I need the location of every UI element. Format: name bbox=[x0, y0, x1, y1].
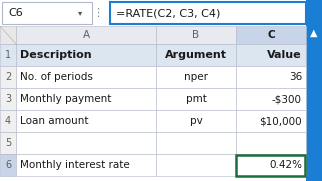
Text: pmt: pmt bbox=[185, 94, 206, 104]
Bar bbox=[156, 44, 236, 66]
Bar bbox=[236, 44, 306, 66]
Bar bbox=[0, 44, 16, 66]
Bar bbox=[306, 0, 322, 181]
Bar bbox=[156, 66, 236, 88]
Bar bbox=[156, 110, 236, 132]
Bar bbox=[110, 2, 306, 24]
Bar bbox=[0, 0, 322, 26]
Bar bbox=[16, 66, 156, 88]
Bar bbox=[0, 132, 16, 154]
Bar bbox=[0, 88, 16, 110]
Bar bbox=[236, 26, 306, 44]
Bar bbox=[156, 154, 236, 176]
Bar bbox=[236, 155, 306, 176]
Bar bbox=[0, 26, 16, 44]
Text: 2: 2 bbox=[5, 72, 11, 82]
Text: Loan amount: Loan amount bbox=[20, 116, 89, 126]
Bar bbox=[16, 88, 156, 110]
Text: pv: pv bbox=[190, 116, 202, 126]
Bar bbox=[156, 132, 236, 154]
Bar bbox=[16, 132, 156, 154]
Text: nper: nper bbox=[184, 72, 208, 82]
Bar bbox=[16, 26, 156, 44]
Text: ▲: ▲ bbox=[310, 28, 318, 38]
Text: B: B bbox=[193, 30, 200, 40]
Bar bbox=[16, 44, 156, 66]
Text: 0.42%: 0.42% bbox=[269, 160, 302, 170]
Text: Monthly interest rate: Monthly interest rate bbox=[20, 160, 130, 170]
Text: 3: 3 bbox=[5, 94, 11, 104]
Bar bbox=[0, 154, 16, 176]
Text: ⋮: ⋮ bbox=[92, 8, 104, 18]
Bar bbox=[0, 110, 16, 132]
Bar bbox=[16, 154, 156, 176]
Text: C: C bbox=[267, 30, 275, 40]
Bar bbox=[2, 2, 92, 24]
Text: =RATE(C2, C3, C4): =RATE(C2, C3, C4) bbox=[116, 8, 220, 18]
Bar bbox=[0, 66, 16, 88]
Text: Argument: Argument bbox=[165, 50, 227, 60]
Text: No. of periods: No. of periods bbox=[20, 72, 93, 82]
Text: 5: 5 bbox=[5, 138, 11, 148]
Text: ▾: ▾ bbox=[78, 9, 82, 18]
Bar bbox=[156, 88, 236, 110]
Text: 36: 36 bbox=[289, 72, 302, 82]
Bar bbox=[236, 66, 306, 88]
Text: Description: Description bbox=[20, 50, 92, 60]
Text: 6: 6 bbox=[5, 160, 11, 170]
Text: C6: C6 bbox=[8, 8, 23, 18]
Bar bbox=[156, 26, 236, 44]
Text: -$300: -$300 bbox=[272, 94, 302, 104]
Bar bbox=[236, 110, 306, 132]
Text: 1: 1 bbox=[5, 50, 11, 60]
Text: Monthly payment: Monthly payment bbox=[20, 94, 111, 104]
Bar bbox=[236, 88, 306, 110]
Bar bbox=[236, 154, 306, 176]
Text: Value: Value bbox=[267, 50, 302, 60]
Text: A: A bbox=[82, 30, 90, 40]
Text: $10,000: $10,000 bbox=[260, 116, 302, 126]
Text: 4: 4 bbox=[5, 116, 11, 126]
Bar bbox=[16, 110, 156, 132]
Bar bbox=[236, 132, 306, 154]
